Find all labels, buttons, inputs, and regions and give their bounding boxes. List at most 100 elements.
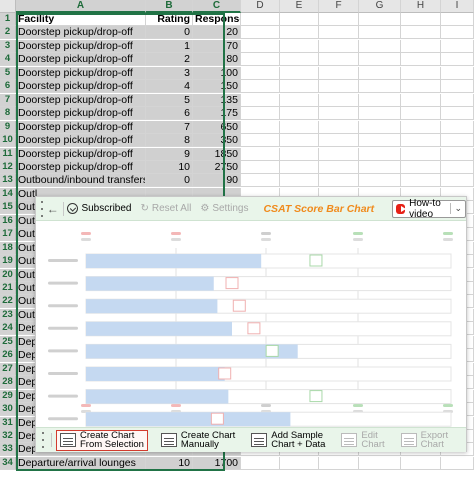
empty-cell[interactable] — [359, 134, 401, 148]
cell-rating[interactable]: 9 — [146, 147, 193, 161]
empty-cell[interactable] — [401, 107, 441, 121]
empty-cell[interactable] — [319, 39, 359, 53]
empty-cell[interactable] — [401, 174, 441, 188]
empty-cell[interactable] — [359, 174, 401, 188]
empty-cell[interactable] — [441, 66, 474, 80]
empty-cell[interactable] — [359, 456, 401, 470]
empty-cell[interactable] — [441, 120, 474, 134]
drag-handle-icon[interactable] — [39, 200, 45, 217]
cell-responses[interactable]: 100 — [193, 66, 241, 80]
empty-cell[interactable] — [359, 26, 401, 40]
back-arrow-icon[interactable]: ← — [46, 201, 59, 216]
row-number[interactable]: 18 — [0, 241, 16, 255]
empty-cell[interactable] — [441, 26, 474, 40]
cell-responses[interactable]: 135 — [193, 93, 241, 107]
row-number[interactable]: 27 — [0, 362, 16, 376]
cell-facility[interactable]: Doorstep pickup/drop-off — [16, 80, 146, 94]
cell-responses[interactable]: 1850 — [193, 147, 241, 161]
empty-cell[interactable] — [319, 66, 359, 80]
empty-cell[interactable] — [241, 134, 280, 148]
empty-cell[interactable] — [241, 39, 280, 53]
empty-cell[interactable] — [280, 160, 319, 174]
empty-cell[interactable] — [319, 26, 359, 40]
row-number[interactable]: 20 — [0, 268, 16, 282]
empty-cell[interactable] — [401, 456, 441, 470]
row-number[interactable]: 1 — [0, 13, 16, 26]
empty-cell[interactable] — [441, 456, 474, 470]
row-number[interactable]: 25 — [0, 335, 16, 349]
empty-cell[interactable] — [359, 80, 401, 94]
empty-cell[interactable] — [359, 147, 401, 161]
cell-facility[interactable]: Doorstep pickup/drop-off — [16, 53, 146, 67]
empty-cell[interactable] — [319, 160, 359, 174]
empty-cell[interactable] — [441, 53, 474, 67]
cell-facility[interactable]: Doorstep pickup/drop-off — [16, 120, 146, 134]
cell-facility[interactable]: Outbound/inbound transfers — [16, 174, 146, 188]
empty-cell[interactable] — [441, 174, 474, 188]
cell-facility[interactable]: Doorstep pickup/drop-off — [16, 160, 146, 174]
empty-cell[interactable] — [401, 120, 441, 134]
empty-cell[interactable] — [280, 147, 319, 161]
cell-rating[interactable]: 0 — [146, 26, 193, 40]
empty-cell[interactable] — [241, 107, 280, 121]
empty-cell[interactable] — [319, 53, 359, 67]
empty-cell[interactable] — [280, 134, 319, 148]
empty-cell[interactable] — [401, 13, 441, 26]
empty-cell[interactable] — [401, 134, 441, 148]
chevron-down-icon[interactable]: ⌄ — [450, 203, 462, 214]
row-number[interactable]: 8 — [0, 107, 16, 121]
column-header-c[interactable]: C — [193, 0, 241, 13]
reset-all-button[interactable]: ↻ Reset All — [140, 203, 191, 214]
cell-responses[interactable]: 175 — [193, 107, 241, 121]
cell-rating[interactable]: 1 — [146, 39, 193, 53]
empty-cell[interactable] — [401, 39, 441, 53]
empty-cell[interactable] — [359, 13, 401, 26]
empty-cell[interactable] — [359, 160, 401, 174]
row-number[interactable]: 7 — [0, 93, 16, 107]
row-number[interactable]: 16 — [0, 214, 16, 228]
row-number[interactable]: 15 — [0, 201, 16, 215]
cell-responses[interactable]: 90 — [193, 174, 241, 188]
empty-cell[interactable] — [359, 107, 401, 121]
column-header-a[interactable]: A — [16, 0, 146, 13]
column-header-b[interactable]: B — [146, 0, 193, 13]
empty-cell[interactable] — [241, 93, 280, 107]
row-number[interactable]: 22 — [0, 295, 16, 309]
empty-cell[interactable] — [241, 80, 280, 94]
empty-cell[interactable] — [319, 134, 359, 148]
empty-cell[interactable] — [319, 107, 359, 121]
row-number[interactable]: 34 — [0, 456, 16, 470]
cell-responses[interactable]: 1700 — [193, 456, 241, 470]
cell-facility[interactable]: Doorstep pickup/drop-off — [16, 39, 146, 53]
empty-cell[interactable] — [280, 456, 319, 470]
row-number[interactable]: 11 — [0, 147, 16, 161]
settings-button[interactable]: ⚙ Settings — [200, 203, 248, 214]
row-number[interactable]: 10 — [0, 134, 16, 148]
cell-responses[interactable]: 70 — [193, 39, 241, 53]
empty-cell[interactable] — [441, 39, 474, 53]
row-number[interactable]: 29 — [0, 389, 16, 403]
cell-rating[interactable]: 8 — [146, 134, 193, 148]
empty-cell[interactable] — [280, 53, 319, 67]
empty-cell[interactable] — [241, 53, 280, 67]
empty-cell[interactable] — [441, 93, 474, 107]
cell-rating[interactable]: 4 — [146, 80, 193, 94]
column-header-i[interactable]: I — [441, 0, 474, 13]
empty-cell[interactable] — [280, 66, 319, 80]
row-number[interactable]: 28 — [0, 376, 16, 390]
bottom-button-4[interactable]: Export Chart — [398, 430, 451, 451]
cell-facility[interactable]: Departure/arrival lounges — [16, 456, 146, 470]
cell-responses[interactable]: 650 — [193, 120, 241, 134]
empty-cell[interactable] — [401, 66, 441, 80]
bottom-button-3[interactable]: Edit Chart — [338, 430, 387, 451]
cell-responses[interactable]: 350 — [193, 134, 241, 148]
column-header-d[interactable]: D — [241, 0, 280, 13]
empty-cell[interactable] — [319, 174, 359, 188]
row-number[interactable]: 21 — [0, 282, 16, 295]
empty-cell[interactable] — [280, 107, 319, 121]
column-header-e[interactable]: E — [280, 0, 319, 13]
column-header-h[interactable]: H — [401, 0, 441, 13]
how-to-video-button[interactable]: How-to video ⌄ — [392, 198, 466, 220]
row-number[interactable]: 3 — [0, 39, 16, 53]
empty-cell[interactable] — [280, 93, 319, 107]
